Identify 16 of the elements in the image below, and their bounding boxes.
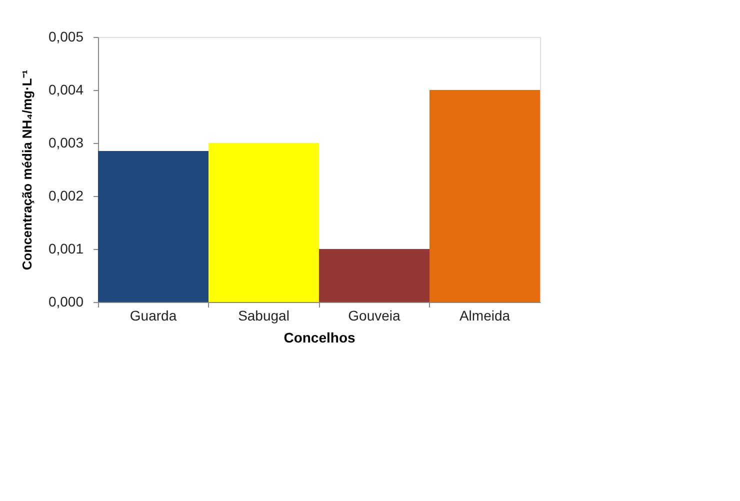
x-axis-title: Concelhos bbox=[284, 330, 356, 346]
x-tick-label: Sabugal bbox=[238, 308, 290, 324]
x-tick-label: Gouveia bbox=[348, 308, 401, 324]
bar bbox=[319, 249, 430, 302]
y-tick-label: 0,004 bbox=[48, 82, 84, 98]
bar bbox=[98, 150, 208, 302]
x-tick-label: Guarda bbox=[130, 308, 177, 324]
y-tick-label: 0,003 bbox=[48, 134, 84, 150]
x-tick-label: Almeida bbox=[459, 308, 510, 324]
y-tick-label: 0,001 bbox=[48, 240, 84, 256]
y-axis-title: Concentração média NH₄/mg·L⁻¹ bbox=[19, 70, 34, 270]
y-tick-label: 0,002 bbox=[48, 188, 84, 204]
bar bbox=[430, 90, 540, 302]
y-tick-label: 0,000 bbox=[48, 294, 84, 310]
bar bbox=[208, 143, 319, 302]
y-tick-label: 0,005 bbox=[48, 28, 84, 44]
